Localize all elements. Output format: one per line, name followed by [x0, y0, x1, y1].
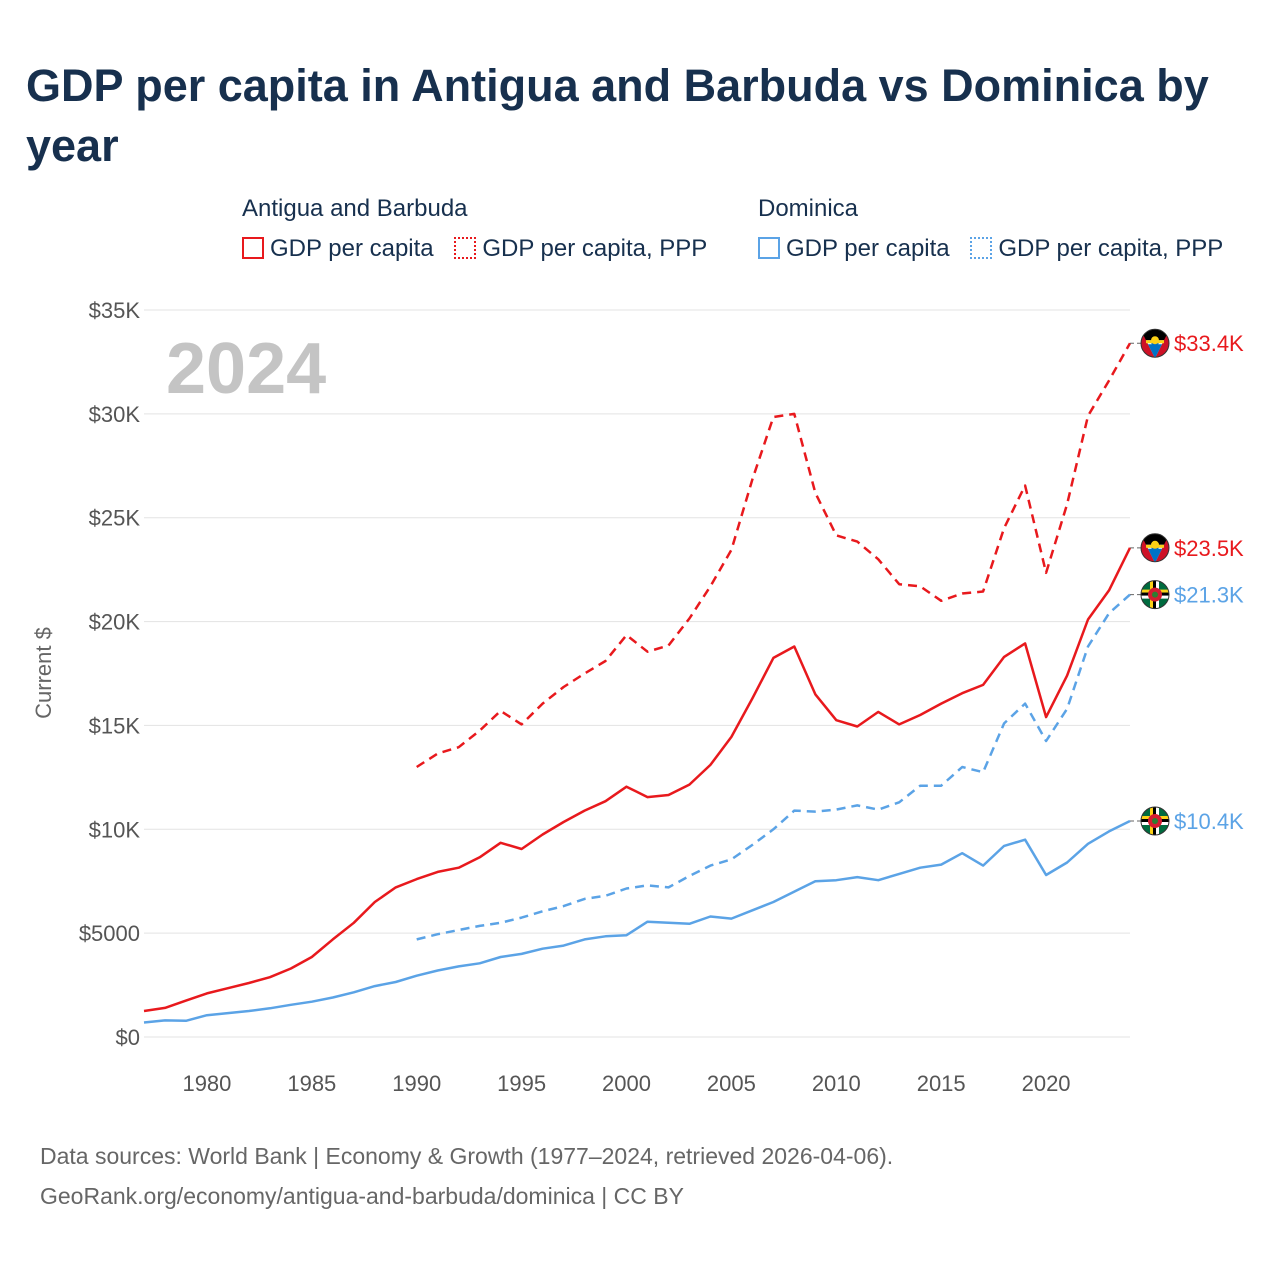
legend-item-antigua-gdp[interactable]: GDP per capita: [242, 234, 434, 264]
legend-group-dominica: Dominica GDP per capita GDP per capita, …: [758, 194, 1223, 262]
y-tick-label: $15K: [89, 713, 141, 738]
x-axis: 1980 1985 1990 1995 2000 2005 2010 2015 2020: [182, 1071, 1070, 1096]
y-tick-label: $0: [116, 1025, 140, 1050]
legend-group-title: Antigua and Barbuda: [242, 195, 468, 222]
legend-swatch-dotted-red: [454, 237, 477, 259]
dominica-flag-icon: [1140, 806, 1170, 836]
x-tick-label: 2005: [707, 1071, 756, 1096]
x-tick-label: 1985: [287, 1071, 336, 1096]
source-note: Data sources: World Bank | Economy & Gro…: [40, 1136, 893, 1216]
end-value-label: $23.5K: [1174, 536, 1244, 561]
series-line[interactable]: [416, 342, 1132, 769]
legend-group-title: Dominica: [758, 195, 859, 222]
legend-item-label: GDP per capita: [270, 235, 434, 262]
source-line-1: Data sources: World Bank | Economy & Gro…: [40, 1143, 894, 1169]
source-line-2[interactable]: GeoRank.org/economy/antigua-and-barbuda/…: [40, 1183, 684, 1209]
x-tick-label: 1980: [182, 1071, 231, 1096]
x-tick-label: 2010: [812, 1071, 861, 1096]
year-label: 2024: [166, 329, 326, 409]
dominica-flag-icon: [1140, 580, 1170, 610]
x-tick-label: 1995: [497, 1071, 546, 1096]
series-line[interactable]: [416, 593, 1131, 941]
x-tick-label: 2000: [602, 1071, 651, 1096]
y-axis: $0 $5000 $10K $15K $20K $25K $30K $35K: [79, 298, 141, 1050]
legend-swatch-dotted-blue: [970, 237, 993, 259]
legend-item-antigua-gdp-ppp[interactable]: GDP per capita, PPP: [454, 234, 707, 264]
chart-title: GDP per capita in Antigua and Barbuda vs…: [26, 60, 1209, 171]
legend-swatch-solid-red: [242, 237, 264, 259]
y-tick-label: $25K: [89, 506, 141, 531]
y-tick-label: $5000: [79, 921, 140, 946]
grid-lines: [144, 309, 1130, 1038]
y-tick-label: $30K: [89, 402, 141, 427]
legend-item-label: GDP per capita: [786, 235, 950, 262]
y-tick-label: $35K: [89, 298, 141, 323]
legend-swatch-solid-blue: [758, 237, 780, 259]
y-tick-label: $10K: [89, 817, 141, 842]
y-axis-label: Current $: [31, 627, 56, 719]
series-line[interactable]: [143, 819, 1131, 1024]
x-tick-label: 2015: [917, 1071, 966, 1096]
end-value-label: $33.4K: [1174, 331, 1244, 356]
y-tick-label: $20K: [89, 610, 141, 635]
antigua-flag-icon: [1140, 533, 1170, 563]
legend-group-antigua: Antigua and Barbuda GDP per capita GDP p…: [242, 194, 707, 262]
legend-item-label: GDP per capita, PPP: [998, 235, 1224, 262]
series-line[interactable]: [143, 547, 1132, 1013]
legend-item-dominica-gdp[interactable]: GDP per capita: [758, 234, 950, 264]
end-labels: $23.5K $33.4K $10.4K $21.3K: [1130, 328, 1244, 836]
end-value-label: $10.4K: [1174, 809, 1244, 834]
legend-item-label: GDP per capita, PPP: [482, 235, 708, 262]
legend-item-dominica-gdp-ppp[interactable]: GDP per capita, PPP: [970, 234, 1223, 264]
end-value-label: $21.3K: [1174, 583, 1244, 608]
antigua-flag-icon: [1140, 328, 1170, 358]
x-tick-label: 2020: [1022, 1071, 1071, 1096]
x-tick-label: 1990: [392, 1071, 441, 1096]
series-layer: [143, 342, 1132, 1024]
